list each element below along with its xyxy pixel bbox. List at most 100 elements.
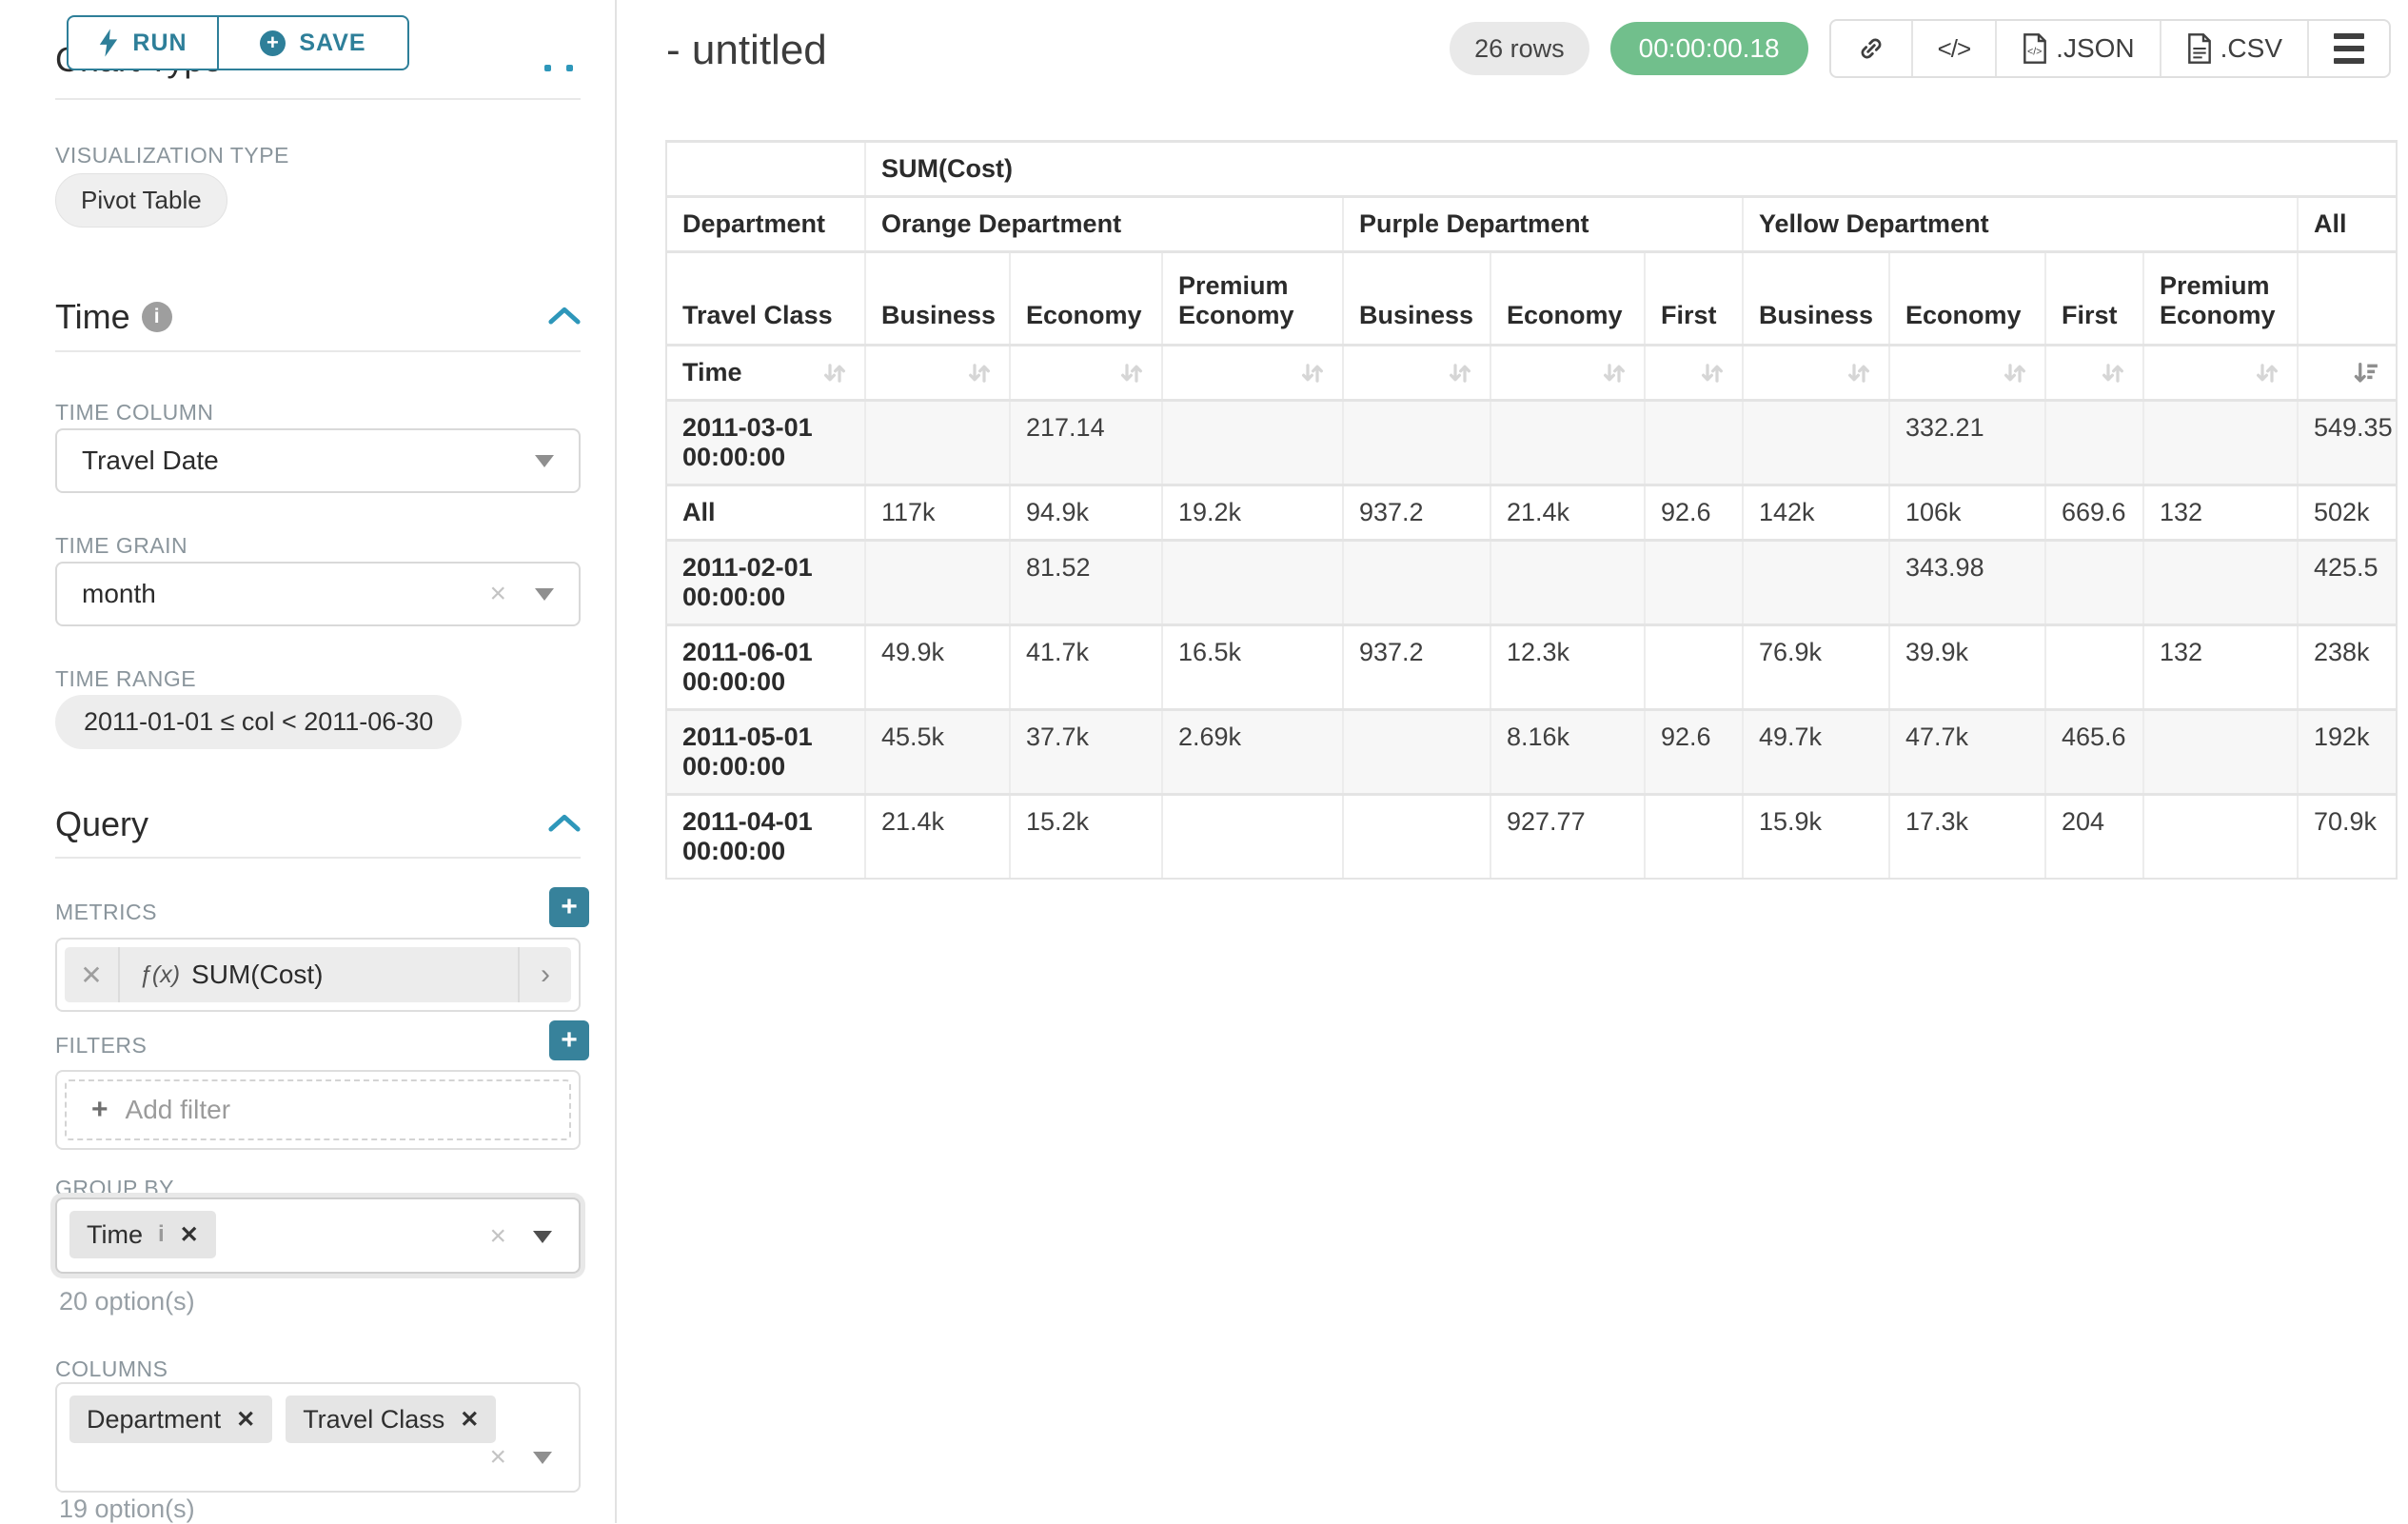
table-row: 2011-03-01 00:00:00 217.14 332.21 549.35	[665, 399, 2398, 485]
info-icon[interactable]: i	[158, 1221, 165, 1247]
collapse-chevron-icon[interactable]	[548, 305, 581, 330]
sort-desc-button[interactable]	[2296, 344, 2398, 401]
add-metric-button[interactable]: +	[549, 887, 589, 927]
time-grain-label: TIME GRAIN	[55, 533, 188, 558]
sort-button[interactable]	[1490, 344, 1645, 401]
sort-button[interactable]	[2044, 344, 2143, 401]
fx-icon: ƒ(x)	[139, 960, 181, 988]
columns-chip[interactable]: Department ✕	[69, 1395, 273, 1443]
value-cell: 238k	[2296, 623, 2398, 710]
info-icon[interactable]: i	[141, 302, 172, 332]
visualization-type-pill[interactable]: Pivot Table	[55, 173, 227, 228]
value-cell: 117k	[864, 484, 1010, 541]
sort-button[interactable]	[2142, 344, 2298, 401]
metric-item[interactable]: ✕ ƒ(x) SUM(Cost) ›	[65, 947, 571, 1002]
lightning-icon	[98, 29, 119, 57]
value-cell: 425.5	[2296, 539, 2398, 625]
travel-class-header: Economy	[1490, 250, 1645, 346]
json-file-icon: </>	[2023, 33, 2047, 64]
time-range-pill[interactable]: 2011-01-01 ≤ col < 2011-06-30	[55, 695, 463, 749]
value-cell: 92.6	[1644, 484, 1743, 541]
collapse-chevron-icon[interactable]	[548, 812, 581, 838]
sort-button[interactable]	[1742, 344, 1889, 401]
sort-icon	[1702, 363, 1723, 383]
value-cell	[864, 539, 1010, 625]
value-cell: 15.9k	[1742, 793, 1889, 880]
share-link-button[interactable]	[1831, 21, 1911, 76]
time-column-select[interactable]: Travel Date	[55, 428, 581, 493]
remove-metric-icon[interactable]: ✕	[65, 947, 120, 1002]
remove-chip-icon[interactable]: ✕	[236, 1406, 256, 1433]
group-by-chip[interactable]: Time i ✕	[69, 1211, 216, 1258]
remove-chip-icon[interactable]: ✕	[179, 1221, 199, 1248]
value-cell: 132	[2142, 623, 2298, 710]
value-cell: 94.9k	[1009, 484, 1162, 541]
view-query-button[interactable]: </>	[1910, 21, 1996, 76]
sort-button[interactable]	[1644, 344, 1743, 401]
export-json-button[interactable]: </> .JSON	[1995, 21, 2159, 76]
chart-title[interactable]: - untitled	[666, 27, 827, 73]
value-cell	[2142, 399, 2298, 485]
travel-class-header: Premium Economy	[1161, 250, 1343, 346]
add-filter-button[interactable]: + Add filter	[65, 1079, 571, 1140]
time-column-value: Travel Date	[82, 445, 219, 475]
value-cell: 17.3k	[1888, 793, 2045, 880]
save-button[interactable]: + SAVE	[219, 17, 407, 69]
chevron-right-icon[interactable]: ›	[518, 947, 571, 1002]
panel-drag-handle-icon[interactable]	[544, 65, 573, 71]
clear-icon[interactable]: ×	[489, 578, 506, 609]
value-cell	[1742, 539, 1889, 625]
columns-select[interactable]: Department ✕ Travel Class ✕ ×	[55, 1382, 581, 1493]
sort-icon	[1848, 363, 1869, 383]
value-cell	[1490, 539, 1645, 625]
travel-class-axis-label: Travel Class	[665, 250, 865, 346]
department-group-header: Purple Department	[1342, 195, 1743, 252]
time-axis-label[interactable]: Time	[665, 344, 865, 401]
run-button[interactable]: RUN	[69, 17, 219, 69]
query-section-title: Query	[55, 804, 149, 843]
sort-icon	[2102, 363, 2123, 383]
run-save-button-group: RUN + SAVE	[67, 15, 409, 70]
more-options-button[interactable]	[2307, 21, 2389, 76]
value-cell: 49.9k	[864, 623, 1010, 710]
query-timer-badge: 00:00:00.18	[1609, 22, 1808, 75]
time-grain-select[interactable]: month ×	[55, 562, 581, 626]
row-header: All	[665, 484, 865, 541]
table-row: 2011-05-01 00:00:00 45.5k 37.7k 2.69k 8.16k 9…	[665, 708, 2398, 795]
group-by-select[interactable]: Time i ✕ ×	[55, 1197, 581, 1274]
chevron-down-icon	[533, 1230, 552, 1243]
sort-button[interactable]	[1161, 344, 1343, 401]
clear-icon[interactable]: ×	[489, 1441, 506, 1473]
pivot-table: SUM(Cost) Department Orange Department Purp…	[665, 140, 2398, 880]
columns-options-hint: 19 option(s)	[59, 1494, 195, 1523]
result-toolbar: 26 rows 00:00:00.18 </> </> .JSON .CSV	[1450, 19, 2391, 78]
add-filter-plus-button[interactable]: +	[549, 1020, 589, 1060]
value-cell	[864, 399, 1010, 485]
export-csv-label: .CSV	[2220, 33, 2282, 63]
sort-icon	[2004, 363, 2025, 383]
sort-button[interactable]	[864, 344, 1010, 401]
value-cell: 45.5k	[864, 708, 1010, 795]
sort-button[interactable]	[1888, 344, 2045, 401]
sort-button[interactable]	[1342, 344, 1490, 401]
value-cell: 21.4k	[864, 793, 1010, 880]
chip-label: Department	[87, 1404, 222, 1434]
time-grain-value: month	[82, 579, 156, 608]
travel-class-header	[2296, 250, 2398, 346]
value-cell: 37.7k	[1009, 708, 1162, 795]
code-icon: </>	[1937, 33, 1972, 63]
time-range-label: TIME RANGE	[55, 666, 197, 691]
hamburger-icon	[2334, 33, 2364, 64]
row-header: 2011-06-01 00:00:00	[665, 623, 865, 710]
control-panel: Chart Type RUN + SAVE VISUALIZATION TYPE…	[0, 0, 617, 1523]
remove-chip-icon[interactable]: ✕	[460, 1406, 480, 1433]
sort-button[interactable]	[1009, 344, 1162, 401]
value-cell	[1161, 539, 1343, 625]
divider	[55, 350, 581, 352]
clear-icon[interactable]: ×	[489, 1220, 506, 1252]
columns-chip[interactable]: Travel Class ✕	[286, 1395, 497, 1443]
time-section-header: Time i	[55, 297, 581, 337]
value-cell	[1490, 399, 1645, 485]
sort-icon	[1604, 363, 1625, 383]
export-csv-button[interactable]: .CSV	[2159, 21, 2307, 76]
